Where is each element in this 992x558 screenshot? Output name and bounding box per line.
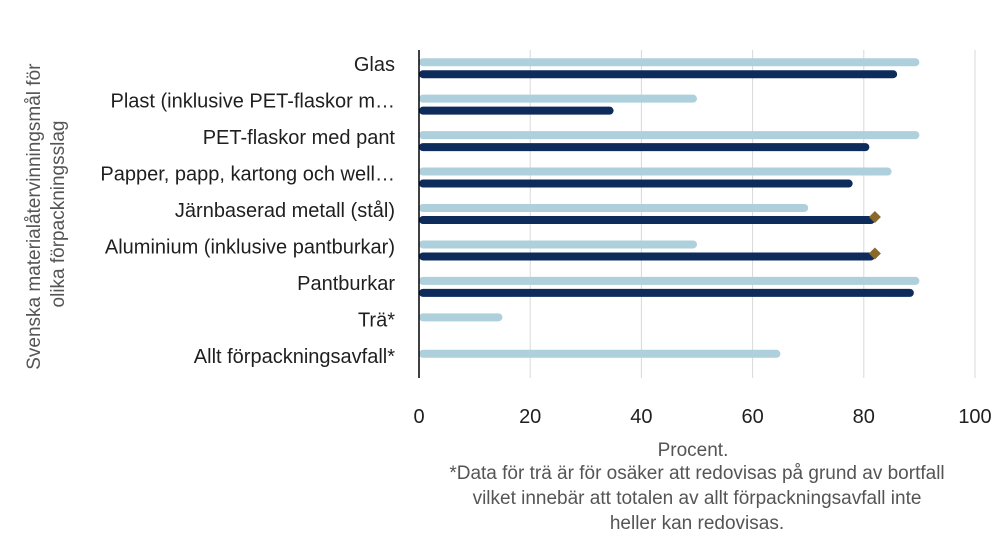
- category-label: Allt förpackningsavfall*: [194, 346, 395, 368]
- category-label: Papper, papp, kartong och well…: [100, 164, 395, 186]
- bar-series-1: [419, 313, 503, 322]
- bar-series-2: [419, 179, 853, 188]
- x-tick-labels: 0 20 40 60 80 100: [413, 406, 991, 428]
- footnote-line-1: *Data för trä är för osäker att redovisa…: [449, 463, 944, 484]
- category-label: Trä*: [358, 309, 395, 331]
- bar-series-1: [419, 204, 809, 212]
- x-tick-label: 60: [741, 406, 763, 428]
- bar-series-1: [419, 94, 697, 103]
- x-tick-label: 0: [413, 406, 424, 428]
- category-label: Plast (inklusive PET-flaskor m…: [110, 91, 395, 113]
- bar-series-2: [419, 216, 875, 224]
- bar-series-1: [419, 131, 920, 140]
- target-markers: [868, 211, 881, 260]
- bar-series-1: [419, 240, 697, 249]
- x-tick-label: 100: [958, 406, 991, 428]
- x-tick-label: 20: [519, 406, 541, 428]
- bar-series-1: [419, 276, 920, 285]
- bar-series-1: [419, 167, 892, 176]
- bar-series-2: [419, 143, 870, 152]
- y-axis-title-line-2: olika förpackningsslag: [48, 121, 69, 308]
- bar-series-2: [419, 252, 875, 261]
- category-label: Järnbaserad metall (stål): [175, 200, 395, 222]
- footnote-line-2: vilket innebär att totalen av allt förpa…: [473, 488, 922, 509]
- y-axis-title: Svenska materialåtervinningsmål för olik…: [24, 58, 69, 370]
- x-tick-label: 80: [853, 406, 875, 428]
- footnote-line-3: heller kan redovisas.: [610, 513, 784, 534]
- bar-series-1: [419, 58, 920, 67]
- target-marker: [868, 211, 881, 223]
- x-tick-label: 40: [630, 406, 652, 428]
- category-label: Aluminium (inklusive pantburkar): [105, 236, 395, 258]
- target-marker: [868, 247, 881, 260]
- category-label: PET-flaskor med pant: [203, 127, 396, 149]
- category-label: Glas: [354, 54, 395, 76]
- y-axis-title-line-1: Svenska materialåtervinningsmål för: [24, 63, 45, 370]
- gridlines: [529, 50, 976, 378]
- footnote: *Data för trä är för osäker att redovisa…: [449, 463, 944, 534]
- bar-series-2: [419, 288, 914, 297]
- category-labels: Glas Plast (inklusive PET-flaskor m… PET-f…: [100, 54, 395, 368]
- bar-series-1: [419, 349, 781, 358]
- bars: [419, 58, 920, 358]
- x-axis-title: Procent.: [658, 440, 729, 461]
- bar-series-2: [419, 70, 898, 79]
- bar-series-2: [419, 106, 614, 115]
- category-label: Pantburkar: [297, 273, 395, 295]
